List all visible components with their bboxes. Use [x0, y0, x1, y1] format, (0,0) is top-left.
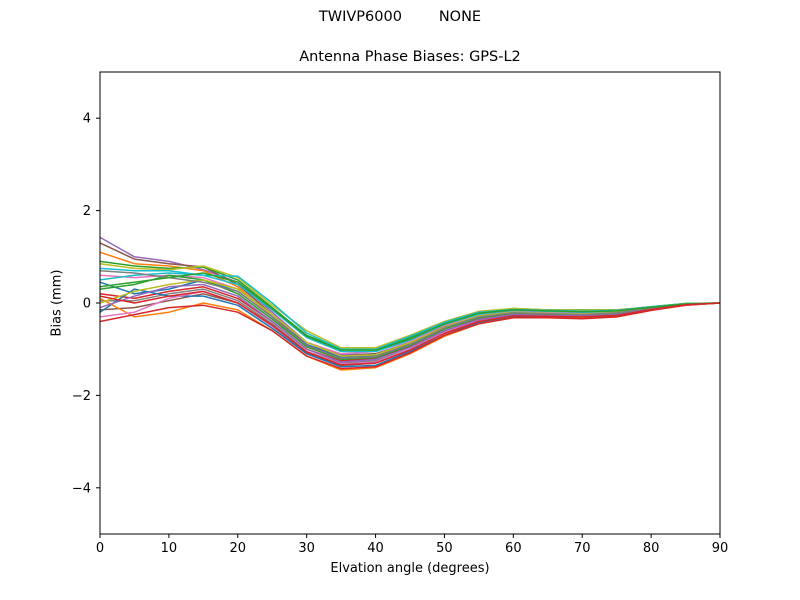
chart-title: Antenna Phase Biases: GPS-L2	[299, 49, 521, 65]
x-tick-label: 80	[643, 541, 660, 556]
y-tick-label: 2	[83, 204, 91, 219]
figure-suptitle: TWIVP6000 NONE	[318, 9, 482, 25]
x-tick-label: 20	[230, 541, 247, 556]
x-tick-label: 10	[161, 541, 178, 556]
x-tick-label: 50	[436, 541, 453, 556]
series-lines	[99, 236, 721, 371]
y-axis-label: Bias (mm)	[49, 269, 65, 337]
series-line-14	[99, 302, 721, 370]
series-line-21	[99, 272, 721, 351]
series-line-20	[99, 269, 721, 360]
x-tick-label: 30	[298, 541, 315, 556]
x-tick-label: 70	[574, 541, 591, 556]
x-tick-label: 40	[367, 541, 384, 556]
y-tick-label: 0	[83, 297, 91, 312]
plot-frame	[99, 71, 721, 535]
x-axis-label: Elvation angle (degrees)	[330, 561, 490, 576]
x-tick-label: 60	[505, 541, 522, 556]
x-tick-label: 90	[712, 541, 729, 556]
series-line-19	[99, 283, 721, 363]
y-tick-label: 4	[83, 112, 91, 127]
x-axis-ticks: 0 10 20 30 40 50 60 70 80 90	[96, 534, 728, 556]
y-tick-label: −4	[72, 481, 91, 496]
y-tick-label: −2	[72, 389, 91, 404]
series-line-22	[99, 290, 721, 366]
y-axis-ticks: −4 −2 0 2 4	[72, 112, 100, 496]
x-tick-label: 0	[96, 541, 104, 556]
